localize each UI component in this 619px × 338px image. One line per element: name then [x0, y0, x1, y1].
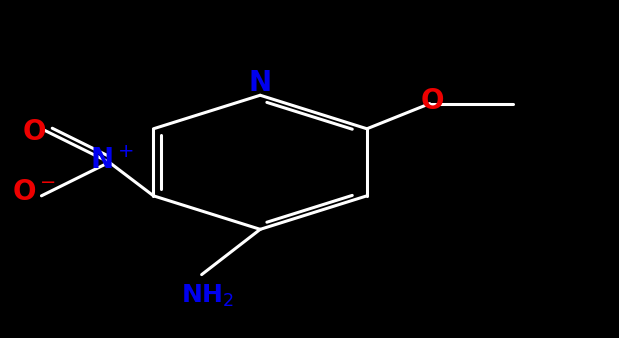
Text: O$^-$: O$^-$ [12, 178, 56, 207]
Text: O: O [421, 87, 444, 115]
Text: NH$_2$: NH$_2$ [181, 283, 234, 309]
Text: O: O [22, 118, 46, 146]
Text: N$^+$: N$^+$ [90, 147, 134, 175]
Text: N: N [249, 69, 272, 97]
